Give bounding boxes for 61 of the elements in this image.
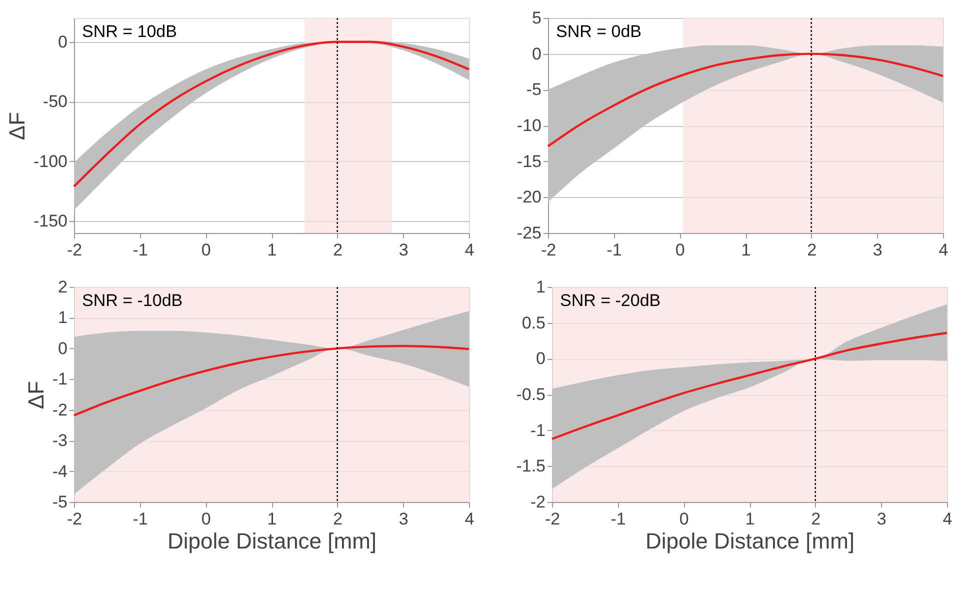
y-tick-label: -25: [516, 224, 542, 242]
annotation: SNR = -20dB: [560, 291, 661, 310]
y-tick-label: -4: [52, 462, 68, 481]
x-tick-label: 3: [398, 510, 408, 528]
y-tick-label: 1: [58, 308, 68, 328]
y-axis-title: ΔF: [4, 112, 30, 140]
x-tick-label: 2: [333, 510, 343, 528]
line-series: [72, 344, 470, 416]
x-tick-label: -1: [610, 510, 626, 528]
x-tick-label: 4: [938, 240, 948, 260]
y-tick-label: -5: [52, 492, 68, 512]
y-tick-label: -20: [516, 188, 542, 207]
x-axis-title: Dipole Distance [mm]: [645, 528, 855, 554]
x-tick-label: 1: [267, 240, 277, 260]
y-tick-label: -1: [52, 370, 68, 389]
x-tick-label: 0: [679, 510, 689, 528]
y-tick-label: -100: [33, 152, 68, 171]
x-tick-label: 4: [464, 240, 474, 260]
y-tick-label: 0: [58, 338, 68, 358]
y-tick-label: 0: [532, 44, 542, 64]
y-tick-label: -3: [52, 431, 68, 450]
y-tick-label: 1: [536, 278, 546, 296]
y-tick-label: -15: [516, 152, 542, 171]
x-tick-label: 4: [464, 510, 474, 528]
y-tick-label: -50: [42, 92, 68, 112]
x-tick-label: 2: [807, 240, 817, 260]
x-tick-label: 0: [675, 240, 685, 260]
y-tick-label: -1.5: [516, 456, 546, 476]
y-tick-label: 5: [532, 8, 542, 28]
y-tick-label: -10: [516, 116, 542, 135]
line-series: [546, 52, 944, 148]
annotation: SNR = -10dB: [82, 291, 183, 310]
line-series: [550, 332, 948, 440]
x-axis-title: Dipole Distance [mm]: [167, 528, 377, 554]
x-tick-label: 4: [942, 510, 952, 528]
x-tick-label: 0: [201, 240, 211, 260]
x-tick-label: 2: [811, 510, 821, 528]
x-tick-label: -1: [606, 240, 622, 260]
annotation: SNR = 10dB: [82, 22, 177, 41]
y-tick-label: 2: [58, 278, 68, 296]
x-tick-label: -1: [132, 510, 148, 528]
y-tick-label: 0.5: [522, 313, 546, 332]
annotation: SNR = 0dB: [556, 22, 642, 41]
y-tick-label: -150: [33, 212, 68, 231]
x-tick-label: 0: [201, 510, 211, 528]
y-tick-label: -2: [530, 492, 546, 512]
y-tick-label: 0: [58, 32, 68, 52]
x-tick-label: 1: [741, 240, 751, 260]
y-axis-title: ΔF: [23, 380, 48, 410]
y-tick-label: 0: [536, 349, 546, 368]
x-tick-label: 3: [872, 240, 882, 260]
y-tick-label: -1: [530, 420, 546, 440]
x-tick-label: 1: [267, 510, 277, 528]
x-tick-label: 3: [398, 240, 408, 260]
x-tick-label: 2: [333, 240, 343, 260]
y-tick-label: -2: [52, 400, 68, 420]
x-tick-label: -1: [132, 240, 148, 260]
x-tick-label: 1: [745, 510, 755, 528]
y-tick-label: -0.5: [516, 385, 546, 404]
x-tick-label: 3: [876, 510, 886, 528]
y-tick-label: -5: [526, 80, 542, 100]
